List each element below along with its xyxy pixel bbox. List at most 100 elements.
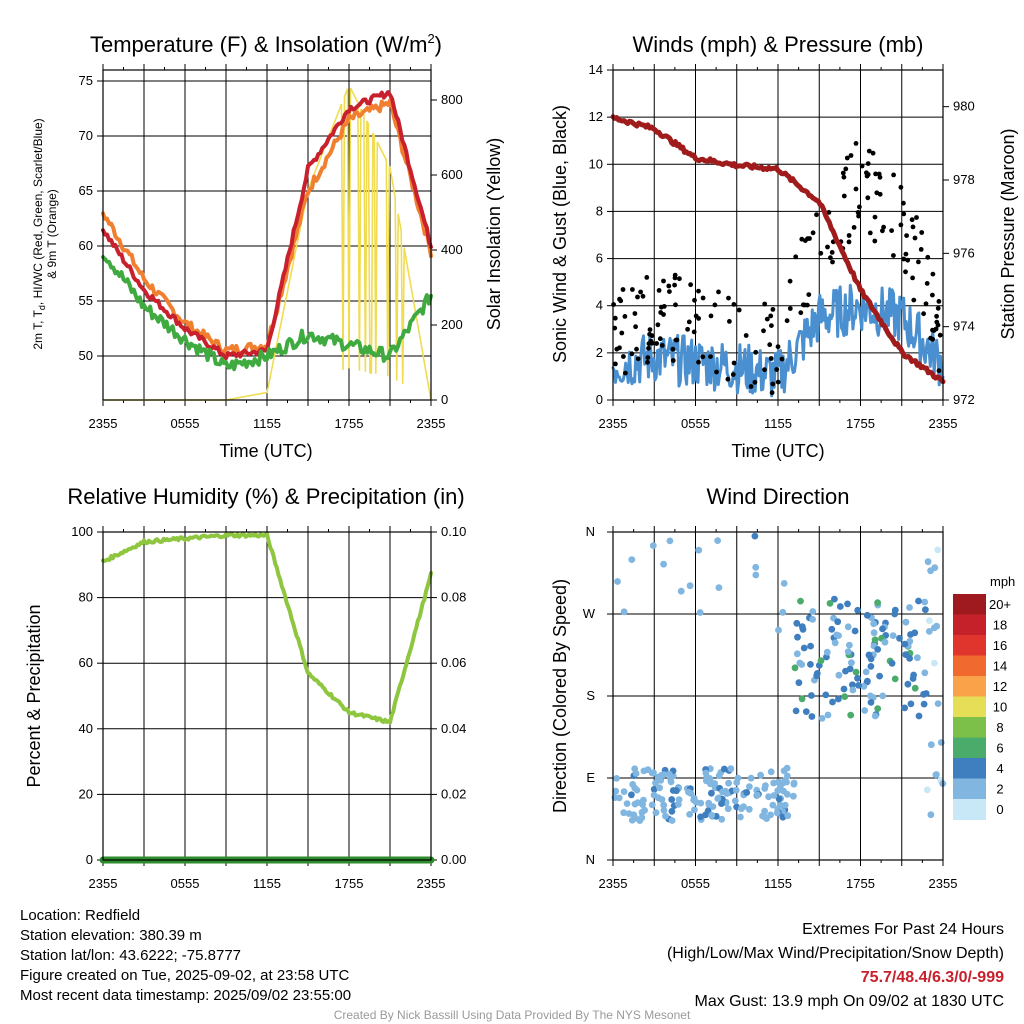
dir-panel-border [612,531,944,861]
direction-point [743,789,751,796]
pressure-line [610,114,946,385]
direction-point [802,708,810,715]
chart-panels: 2355 0555 1155 1755 235550556065707502004006… [71,62,974,891]
gust-point [873,171,878,177]
gust-point [805,236,810,242]
direction-point [677,587,685,595]
gust-point [634,346,639,352]
gust-point [841,174,847,180]
gust-point [666,283,672,289]
legend-swatch [953,655,986,677]
wind-panel-xtick-label: 2355 [929,416,958,431]
direction-point [800,644,808,652]
dir-panel-xtick-label: 1155 [764,876,792,891]
direction-point [792,707,800,715]
direction-point [927,811,935,819]
gust-point [814,212,819,218]
gust-point [647,331,652,337]
direction-point [841,693,849,700]
direction-point [852,668,860,676]
direction-point [706,775,714,782]
direction-point [731,797,739,805]
dir-panel-ytick-label: N [586,524,595,539]
direction-point [654,773,662,781]
gust-point [793,254,799,260]
gust-point [667,289,672,294]
direction-point [791,664,799,672]
gust-point [647,327,653,332]
direction-point [879,692,887,700]
rh-panel-y2-ytick-label: 0.02 [441,786,466,801]
gust-point [770,381,776,387]
gust-point [621,354,626,359]
gust-point [638,289,643,295]
gust-point [826,210,832,215]
direction-point [656,784,663,792]
wind-panel-y2-ytick-label: 976 [953,245,975,260]
gust-point [911,297,917,303]
dewpoint-line [101,255,433,372]
gust-point [692,297,697,303]
rh-panel-group: 2355 0555 1155 1755 2355 0 20 40 60 80 100 0.00 0.02… [71,524,466,891]
rh-ylabel: Percent & Precipitation [24,604,44,787]
direction-point [934,700,942,707]
direction-point [926,617,933,624]
dir-panel-ytick-label: E [586,770,595,785]
direction-point [817,657,825,665]
gust-point [731,302,737,307]
gust-point [712,302,718,308]
direction-point [874,599,881,606]
direction-point [687,790,695,797]
gust-point [716,289,721,295]
gust-point [830,259,835,265]
direction-point [668,807,676,815]
direction-point [686,582,694,590]
gust-point [630,287,635,292]
speed-color-legend: mph 20+ 18 16 14 12 10 8 6 4 2 0 [953,574,1015,820]
gust-point [708,354,713,359]
direction-point [904,680,912,688]
direction-point [783,790,791,798]
rh-panel-ytick-label: 40 [79,721,93,736]
gust-point [889,228,894,234]
gust-point [645,359,650,365]
temp-panel-y2-ytick-label: 200 [441,317,463,332]
gust-point [930,327,935,333]
sonic-wind-line [611,283,945,398]
gust-point [774,367,780,372]
gust-point [841,193,847,199]
direction-point [836,603,844,610]
gust-point [787,306,793,311]
legend-label: 12 [993,679,1007,694]
direction-point [881,638,889,646]
legend-swatch [953,594,986,615]
direction-point [714,537,721,544]
direction-point [848,659,855,667]
gust-point [727,319,732,324]
direction-point [668,796,676,803]
gust-point [677,276,682,282]
direction-point [784,812,792,820]
direction-point [860,682,868,690]
direction-point [911,684,919,692]
direction-point [924,558,932,566]
direction-point [844,600,851,608]
gust-point [867,230,873,236]
direction-point [620,608,628,616]
gust-point [844,155,850,161]
direction-point [708,789,715,797]
wind-panel-ytick-label: 10 [589,156,603,171]
direction-point [795,679,803,687]
legend-label: 8 [996,720,1003,735]
legend-label: 20+ [989,597,1011,612]
direction-point [867,663,875,670]
legend-swatch [953,758,986,779]
gust-point [769,323,774,328]
gust-point [810,230,816,236]
direction-point [798,695,806,703]
rh-panel-y2-ytick-label: 0.00 [441,852,466,867]
direction-point [780,580,788,587]
gust-point [768,313,774,319]
extremes-box: Extremes For Past 24 Hours (High/Low/Max… [667,918,1004,1014]
direction-point [669,787,677,794]
